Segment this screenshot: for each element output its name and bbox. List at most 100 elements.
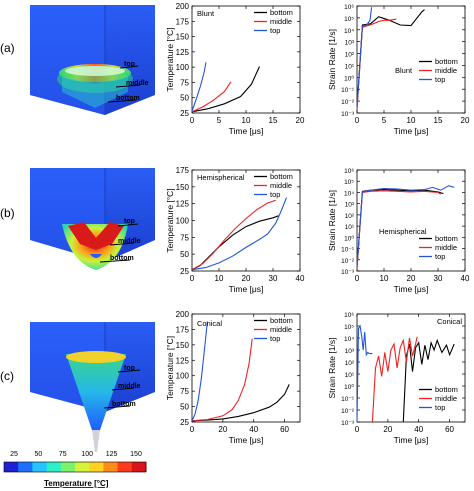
- y-tick-label: 125: [176, 48, 190, 57]
- legend-label-bottom: bottom: [270, 316, 293, 325]
- y-tick-label: 50: [180, 403, 189, 412]
- y-tick-label: 10⁻¹: [341, 247, 355, 254]
- chart-title: Hemispherical: [197, 173, 245, 182]
- sim-label-bottom: bottom: [116, 95, 140, 102]
- series-line-top: [191, 197, 288, 271]
- legend-label-top: top: [270, 26, 280, 35]
- x-tick-label: 20: [383, 425, 392, 434]
- y-tick-label: 200: [176, 2, 190, 11]
- x-tick-label: 30: [434, 274, 443, 283]
- legend-label-top: top: [435, 75, 445, 84]
- y-tick-label: 10⁰: [344, 74, 354, 82]
- x-tick-label: 0: [190, 274, 195, 283]
- x-tick-label: 60: [280, 425, 289, 434]
- y-tick-label: 10⁶: [344, 312, 354, 319]
- x-tick-label: 15: [269, 116, 278, 125]
- x-tick-label: 0: [190, 425, 195, 434]
- series-line-top: [356, 7, 373, 108]
- colorbar-swatch: [89, 462, 104, 472]
- x-tick-label: 40: [249, 425, 258, 434]
- colorbar-swatch: [60, 462, 76, 472]
- sim-labels-conical: top middle bottom: [103, 365, 141, 409]
- x-tick-label: 0: [190, 116, 195, 125]
- series-line-bottom: [191, 66, 261, 113]
- sim-label-bottom: bottom: [112, 401, 136, 408]
- colorbar-swatch: [131, 462, 147, 472]
- x-tick-label: 15: [434, 116, 443, 125]
- panel-label-b: (b): [0, 206, 15, 220]
- x-tick-label: 10: [380, 274, 389, 283]
- chart-blunt-temperature: 0 5 10 15 20 25 50 75 100 125 150 175 200 Time [μs] Te…: [165, 2, 305, 136]
- chart-title: Hemispherical: [379, 227, 427, 236]
- colorbar-tick-label: 50: [35, 451, 43, 458]
- colorbar-swatch: [18, 462, 33, 472]
- y-tick-label: 10³: [345, 348, 355, 355]
- panel-label-a: (a): [0, 41, 15, 55]
- y-tick-label: 75: [180, 233, 189, 242]
- y-axis-label: Strain Rate [1/s]: [327, 29, 337, 90]
- colorbar-swatch: [32, 462, 48, 472]
- colorbar-tick-label: 125: [106, 451, 118, 458]
- plot-frame: [191, 169, 301, 272]
- y-tick-label: 125: [176, 356, 190, 365]
- simulation-image-blunt: [30, 5, 155, 115]
- y-tick-label: 10⁻¹: [341, 87, 355, 94]
- simulation-image-conical: [30, 322, 155, 452]
- y-tick-label: 25: [180, 267, 189, 276]
- y-axis-label: Strain Rate [1/s]: [327, 190, 337, 251]
- legend-label-bottom: bottom: [435, 385, 458, 394]
- legend-label-middle: middle: [270, 181, 292, 190]
- series-line-middle: [356, 190, 441, 269]
- sim-label-middle: middle: [118, 383, 141, 390]
- chart-title: Conical: [197, 319, 222, 328]
- x-tick-label: 20: [296, 116, 305, 125]
- y-tick-label: 10⁰: [344, 234, 354, 242]
- y-tick-label: 10⁻³: [341, 269, 355, 276]
- temperature-colorbar: 25 50 75 100 125 150: [3, 451, 147, 473]
- sim-label-top: top: [124, 365, 135, 372]
- x-tick-label: 40: [461, 274, 470, 283]
- sim-label-top: top: [124, 218, 135, 225]
- y-tick-label: 10⁻²: [341, 258, 355, 265]
- series-line-top: [356, 185, 455, 267]
- y-tick-label: 10⁵: [344, 179, 354, 186]
- y-tick-label: 150: [176, 183, 190, 192]
- y-tick-label: 75: [180, 387, 189, 396]
- x-tick-label: 20: [218, 425, 227, 434]
- legend-label-middle: middle: [435, 394, 457, 403]
- x-tick-label: 40: [296, 274, 305, 283]
- legend-label-middle: middle: [270, 325, 292, 334]
- chart-hemispherical-strain-rate: 0 10 20 30 40 10⁻³ 10⁻² 10⁻¹ 10⁰ 10¹ 10² 10³ 10⁴ 10⁵ 1…: [327, 168, 470, 294]
- colorbar-tick-label: 75: [59, 451, 67, 458]
- colorbar-swatch: [117, 462, 133, 472]
- y-axis-label: Temperature [°C]: [165, 188, 175, 252]
- x-axis-label: Time [μs]: [394, 284, 429, 294]
- chart-title: Blunt: [395, 66, 413, 75]
- sim-label-bottom: bottom: [110, 255, 134, 262]
- y-tick-label: 175: [176, 17, 190, 26]
- series-line-middle: [356, 18, 397, 110]
- y-tick-label: 10⁴: [344, 336, 354, 343]
- y-tick-label: 10⁶: [344, 168, 354, 175]
- y-tick-label: 10⁵: [344, 16, 354, 23]
- chart-conical-strain-rate: 0 20 40 60 10⁻³ 10⁻² 10⁻¹ 10⁰ 10¹ 10² 10³ 10⁴ 10⁵ 10⁶…: [327, 312, 466, 445]
- y-tick-label: 10¹: [345, 63, 355, 70]
- legend-label-bottom: bottom: [270, 8, 293, 17]
- x-tick-label: 0: [355, 425, 360, 434]
- series-line-middle: [371, 336, 418, 423]
- series-line-middle: [191, 199, 276, 271]
- colorbar-tick-label: 150: [130, 451, 142, 458]
- y-tick-label: 10⁰: [344, 383, 354, 391]
- x-tick-label: 20: [242, 274, 251, 283]
- sim-label-top: top: [124, 61, 135, 68]
- series-line-bottom: [402, 338, 455, 423]
- legend-label-top: top: [270, 334, 280, 343]
- y-tick-label: 10²: [345, 52, 355, 59]
- legend-label-middle: middle: [435, 243, 457, 252]
- x-axis-label: Time [μs]: [229, 284, 264, 294]
- colorbar-tick-label: 25: [10, 451, 18, 458]
- x-tick-label: 30: [269, 274, 278, 283]
- y-tick-label: 100: [176, 217, 190, 226]
- legend-label-middle: middle: [435, 66, 457, 75]
